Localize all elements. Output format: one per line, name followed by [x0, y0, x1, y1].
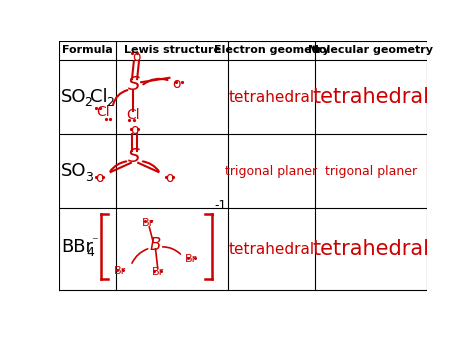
Text: SO: SO: [61, 162, 87, 180]
Text: o: o: [132, 50, 141, 65]
Text: Lewis structure: Lewis structure: [124, 45, 221, 55]
Text: S: S: [128, 147, 141, 166]
Text: tetrahedral: tetrahedral: [228, 90, 314, 105]
Text: Molecular geometry: Molecular geometry: [308, 45, 433, 55]
Text: Br: Br: [185, 254, 198, 264]
Text: 2: 2: [84, 96, 92, 110]
Text: Cl: Cl: [90, 88, 108, 106]
Text: tetrahedral: tetrahedral: [312, 239, 429, 260]
Text: Cl: Cl: [97, 105, 110, 119]
Text: o: o: [173, 76, 181, 91]
Text: 4: 4: [87, 246, 95, 259]
Text: trigonal planer: trigonal planer: [225, 165, 318, 178]
Text: o: o: [130, 123, 139, 137]
Text: ⁻: ⁻: [91, 235, 98, 248]
Text: o: o: [95, 171, 104, 186]
Text: Br: Br: [152, 267, 164, 277]
Text: Electron geometry: Electron geometry: [214, 45, 329, 55]
Text: 3: 3: [84, 171, 92, 184]
Text: SO: SO: [61, 88, 87, 106]
Text: Formula: Formula: [63, 45, 113, 55]
Text: Br: Br: [142, 218, 154, 228]
Text: 2: 2: [106, 96, 114, 110]
Text: Cl: Cl: [126, 108, 139, 122]
Text: tetrahedral: tetrahedral: [228, 242, 314, 257]
Text: S: S: [128, 75, 141, 94]
Text: B: B: [149, 236, 160, 254]
Text: tetrahedral: tetrahedral: [312, 87, 429, 107]
Text: o: o: [165, 171, 173, 186]
Text: Br: Br: [114, 266, 126, 276]
Text: -1: -1: [215, 199, 227, 212]
Text: trigonal planer: trigonal planer: [325, 165, 417, 178]
Text: BBr: BBr: [61, 238, 93, 256]
